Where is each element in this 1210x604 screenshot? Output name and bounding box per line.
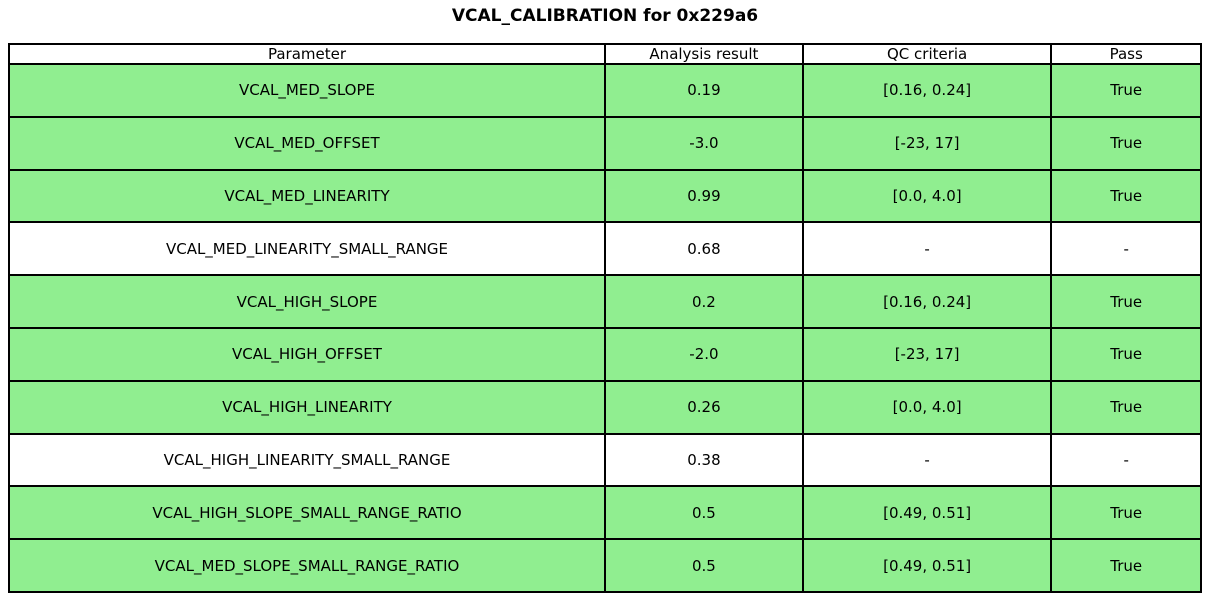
table-row: VCAL_MED_LINEARITY_SMALL_RANGE 0.68- - [8, 221, 1202, 277]
qc-criteria-cell: [-23, 17] [801, 115, 1053, 171]
table-row: VCAL_HIGH_SLOPE 0.2 [0.16, 0.24] True [8, 274, 1202, 329]
analysis-result-cell: 0.2 [604, 274, 804, 329]
parameter-cell: VCAL_HIGH_SLOPE_SMALL_RANGE_RATIO [8, 485, 606, 541]
qc-criteria-cell: - [801, 221, 1053, 277]
qc-criteria-cell: [0.49, 0.51] [801, 538, 1053, 593]
parameter-cell: VCAL_MED_SLOPE [8, 63, 606, 118]
qc-criteria-cell: [0.0, 4.0] [801, 379, 1053, 435]
table-header-row: Parameter Analysis result QC criteria Pa… [8, 43, 1202, 65]
table-row: VCAL_MED_LINEARITY 0.99 [0.0, 4.0] True [8, 168, 1202, 224]
column-header-pass: Pass [1050, 43, 1202, 65]
qc-criteria-cell: [0.0, 4.0] [801, 168, 1053, 224]
parameter-cell: VCAL_HIGH_LINEARITY [8, 379, 606, 435]
table-row: VCAL_HIGH_LINEARITY_SMALL_RANGE 0.38- - [8, 432, 1202, 488]
parameter-cell: VCAL_MED_LINEARITY [8, 168, 606, 224]
parameter-cell: VCAL_MED_SLOPE_SMALL_RANGE_RATIO [8, 538, 606, 593]
analysis-result-cell: 0.68 [604, 221, 804, 277]
parameter-cell: VCAL_MED_OFFSET [8, 115, 606, 171]
column-header-parameter: Parameter [8, 43, 606, 65]
pass-cell: True [1050, 274, 1202, 329]
table-row: VCAL_MED_OFFSET -3.0 [-23, 17] True [8, 115, 1202, 171]
parameter-cell: VCAL_HIGH_SLOPE [8, 274, 606, 329]
pass-cell: - [1050, 432, 1202, 488]
analysis-result-cell: 0.99 [604, 168, 804, 224]
pass-cell: True [1050, 326, 1202, 382]
qc-criteria-cell: [0.16, 0.24] [801, 274, 1053, 329]
qc-criteria-cell: - [801, 432, 1053, 488]
qc-results-table: Parameter Analysis result QC criteria Pa… [8, 43, 1202, 593]
parameter-cell: VCAL_HIGH_OFFSET [8, 326, 606, 382]
table-row: VCAL_MED_SLOPE_SMALL_RANGE_RATIO 0.5 [0.49… [8, 538, 1202, 593]
pass-cell: True [1050, 485, 1202, 541]
parameter-cell: VCAL_HIGH_LINEARITY_SMALL_RANGE [8, 432, 606, 488]
qc-criteria-cell: [-23, 17] [801, 326, 1053, 382]
analysis-result-cell: -3.0 [604, 115, 804, 171]
qc-criteria-cell: [0.49, 0.51] [801, 485, 1053, 541]
column-header-qc-criteria: QC criteria [801, 43, 1053, 65]
parameter-cell: VCAL_MED_LINEARITY_SMALL_RANGE [8, 221, 606, 277]
analysis-result-cell: 0.26 [604, 379, 804, 435]
analysis-result-cell: 0.5 [604, 538, 804, 593]
table-row: VCAL_MED_SLOPE 0.19 [0.16, 0.24] True [8, 63, 1202, 118]
analysis-result-cell: 0.19 [604, 63, 804, 118]
analysis-result-cell: 0.5 [604, 485, 804, 541]
pass-cell: True [1050, 379, 1202, 435]
pass-cell: True [1050, 538, 1202, 593]
table-row: VCAL_HIGH_OFFSET -2.0 [-23, 17] True [8, 326, 1202, 382]
table-body: VCAL_MED_SLOPE 0.19 [0.16, 0.24] True VCAL_M… [8, 63, 1202, 593]
qc-criteria-cell: [0.16, 0.24] [801, 63, 1053, 118]
figure-title: VCAL_CALIBRATION for 0x229a6 [451, 6, 759, 26]
pass-cell: True [1050, 168, 1202, 224]
table-row: VCAL_HIGH_SLOPE_SMALL_RANGE_RATIO 0.5 [0.4… [8, 485, 1202, 541]
pass-cell: - [1050, 221, 1202, 277]
pass-cell: True [1050, 115, 1202, 171]
column-header-analysis-result: Analysis result [604, 43, 804, 65]
analysis-result-cell: 0.38 [604, 432, 804, 488]
table-row: VCAL_HIGH_LINEARITY 0.26 [0.0, 4.0] True [8, 379, 1202, 435]
pass-cell: True [1050, 63, 1202, 118]
analysis-result-cell: -2.0 [604, 326, 804, 382]
